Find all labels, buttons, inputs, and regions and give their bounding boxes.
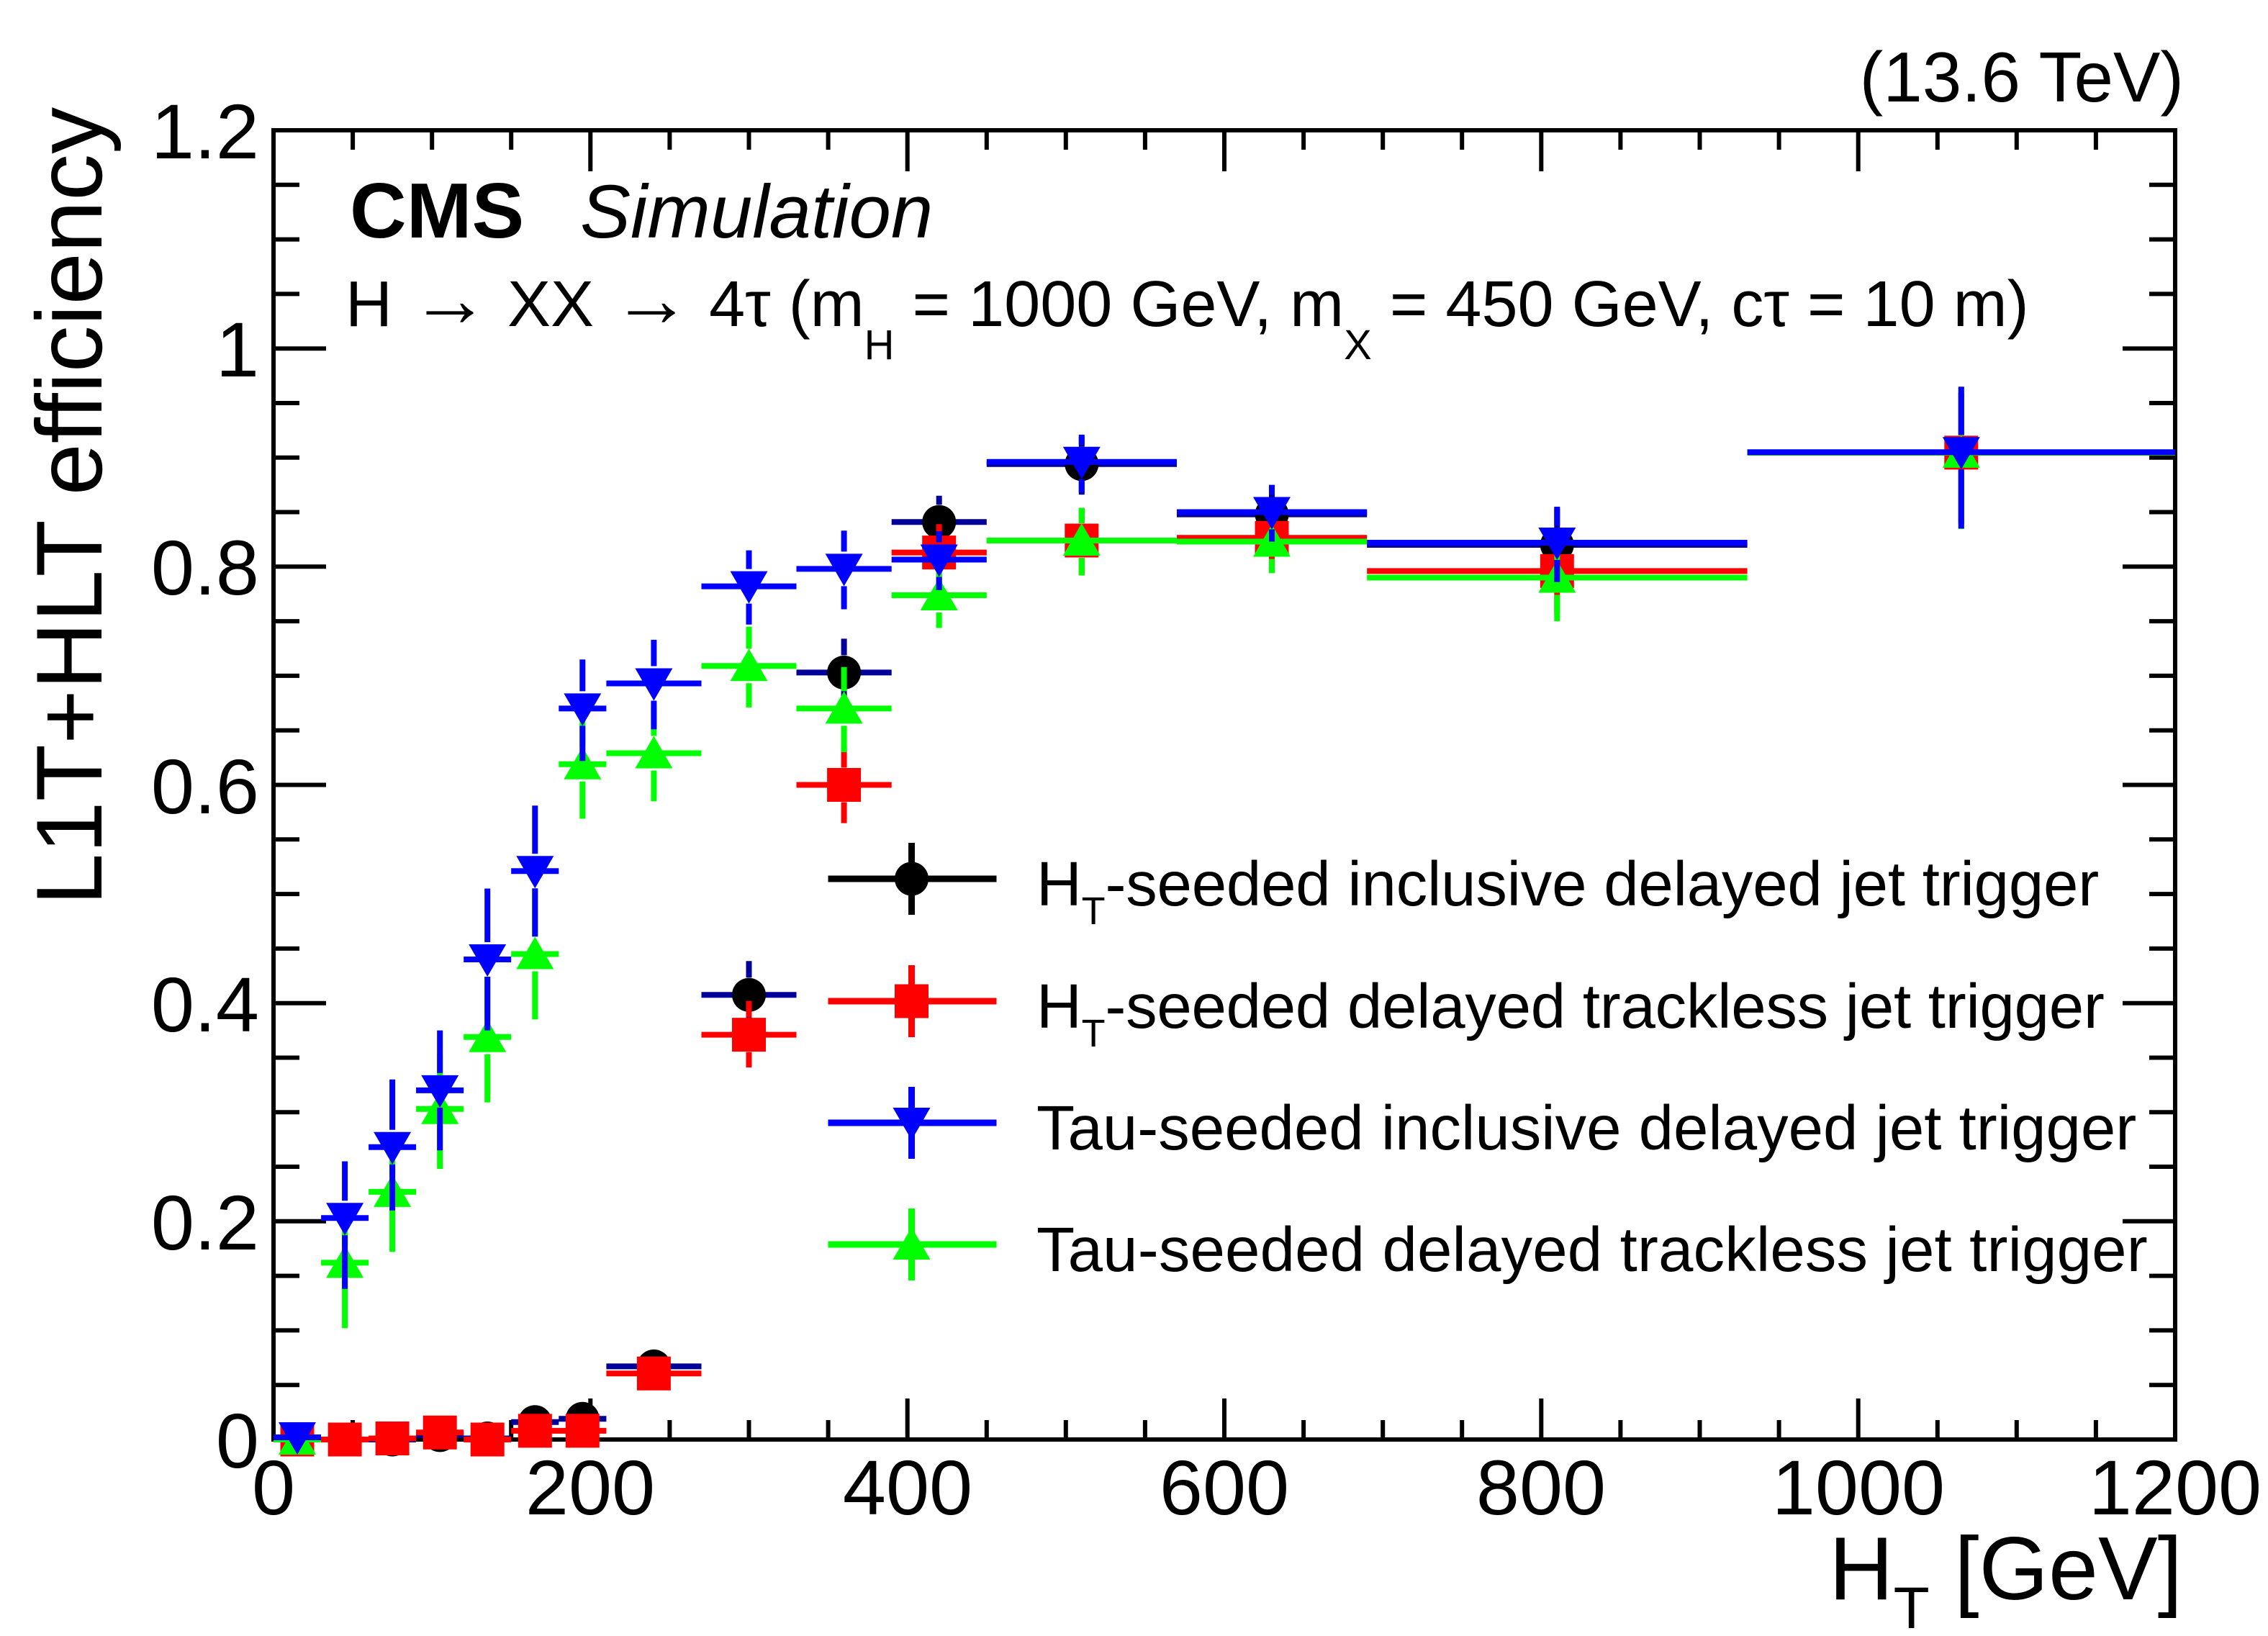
svg-text:200: 200 [525, 1444, 655, 1531]
svg-text:Tau-seeded delayed trackless j: Tau-seeded delayed trackless jet trigger [1036, 1215, 2148, 1285]
svg-text:Simulation: Simulation [580, 170, 933, 254]
svg-text:L1T+HLT efficiency: L1T+HLT efficiency [17, 107, 122, 905]
svg-text:HT-seeded inclusive delayed je: HT-seeded inclusive delayed jet trigger [1036, 849, 2099, 933]
svg-text:1.2: 1.2 [151, 88, 259, 175]
svg-text:HT-seeded delayed trackless je: HT-seeded delayed trackless jet trigger [1036, 972, 2105, 1055]
svg-text:HT [GeV]: HT [GeV] [1829, 1519, 2182, 1636]
svg-text:1000: 1000 [1772, 1444, 1945, 1531]
svg-text:400: 400 [843, 1444, 972, 1531]
svg-text:0.4: 0.4 [151, 961, 259, 1048]
svg-text:1200: 1200 [2089, 1444, 2262, 1531]
svg-text:CMS: CMS [350, 167, 524, 255]
svg-text:1: 1 [216, 306, 259, 393]
svg-text:0.6: 0.6 [151, 743, 259, 830]
svg-text:0.2: 0.2 [151, 1179, 259, 1266]
svg-text:(13.6 TeV): (13.6 TeV) [1860, 37, 2184, 117]
svg-text:0.8: 0.8 [151, 524, 259, 611]
svg-text:0: 0 [252, 1444, 295, 1531]
svg-text:0: 0 [216, 1397, 259, 1484]
svg-text:800: 800 [1476, 1444, 1606, 1531]
svg-text:Tau-seeded inclusive delayed j: Tau-seeded inclusive delayed jet trigger [1036, 1093, 2136, 1163]
svg-text:600: 600 [1160, 1444, 1289, 1531]
